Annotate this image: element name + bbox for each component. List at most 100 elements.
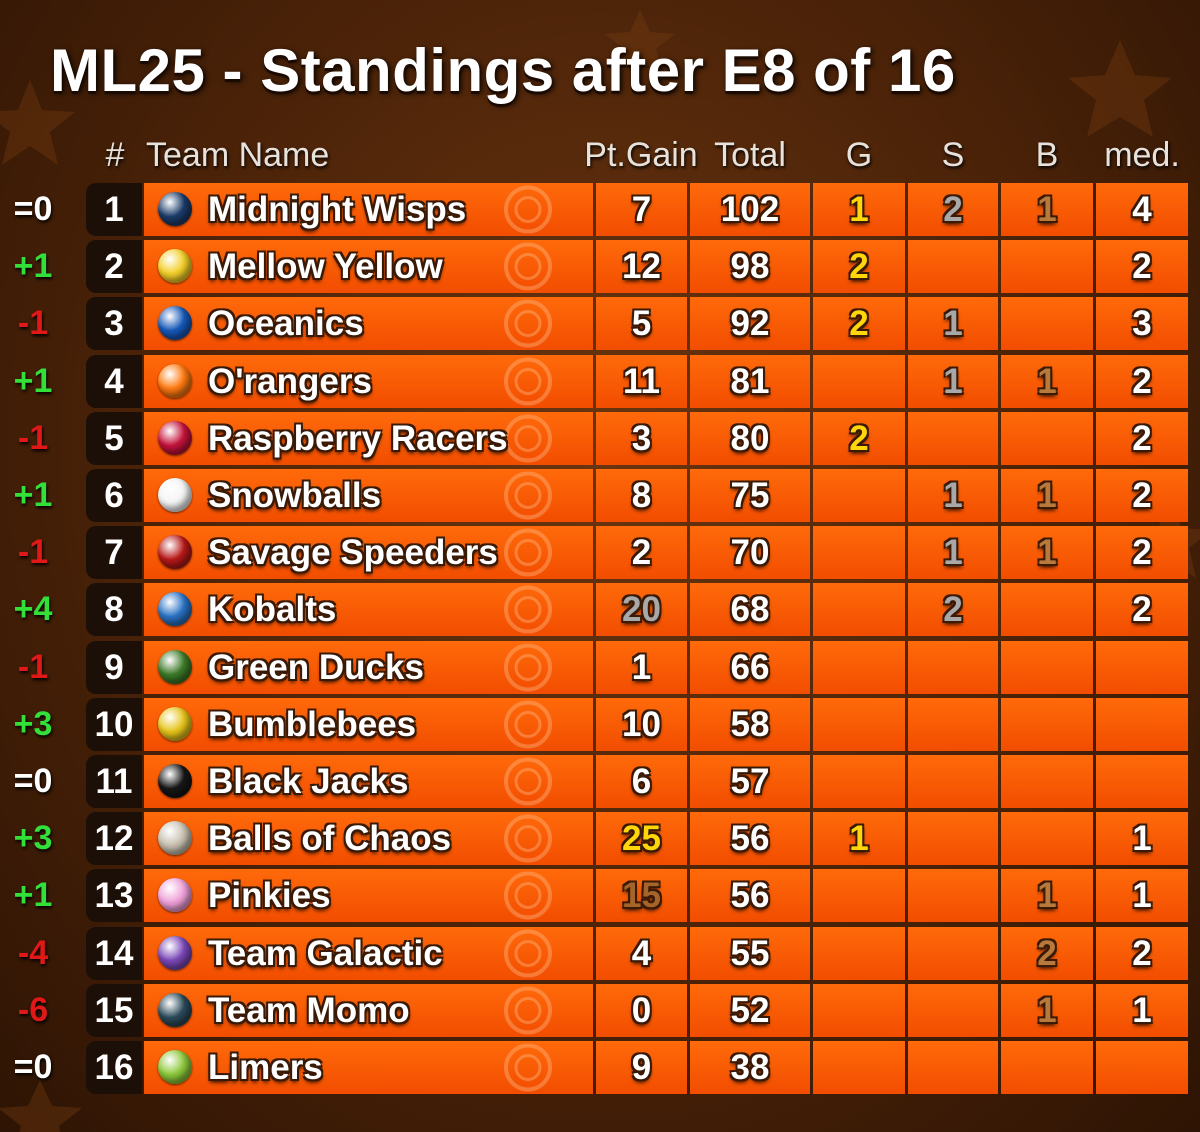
medal-total: 4 — [1132, 190, 1152, 229]
team-crest-icon — [504, 471, 552, 520]
team-marble-icon — [158, 935, 192, 970]
cell-med — [1096, 869, 1188, 923]
silver-count — [908, 411, 998, 466]
cell-name — [144, 640, 593, 694]
rank-number: 6 — [104, 476, 124, 515]
table-row: -6 15 Team Momo 0 52 1 1 — [0, 983, 1200, 1038]
cell-gain — [596, 1041, 687, 1094]
cell-g — [813, 926, 905, 980]
cell-s — [908, 526, 998, 580]
cell-name — [144, 812, 593, 866]
header-total: Total — [714, 136, 786, 174]
team-name: Pinkies — [208, 876, 331, 916]
total-value: 56 — [730, 819, 770, 859]
gold-count — [813, 868, 905, 923]
team-crest-icon — [504, 585, 552, 634]
cell-s — [908, 583, 998, 637]
silver-count — [908, 697, 998, 752]
cell-g — [813, 526, 905, 580]
total-value: 38 — [730, 1048, 770, 1087]
cell-name — [144, 583, 593, 637]
table-row: -1 3 Oceanics 5 92 2 1 3 — [0, 296, 1200, 351]
team-crest-icon — [504, 242, 552, 291]
pt-gain-value: 12 — [622, 247, 661, 287]
cell-b — [1001, 411, 1093, 465]
medal-total: 2 — [1132, 533, 1152, 573]
team-name: Savage Speeders — [208, 533, 498, 573]
rank-number: 15 — [94, 990, 134, 1030]
rank-cell — [86, 1041, 142, 1094]
cell-gain — [596, 583, 687, 637]
medal-total: 2 — [1132, 247, 1152, 287]
table-row: -4 14 Team Galactic 4 55 2 2 — [0, 926, 1200, 981]
cell-b — [1001, 469, 1093, 522]
medal-total: 3 — [1132, 304, 1152, 344]
silver-count — [908, 811, 998, 866]
cell-med — [1096, 755, 1188, 808]
cell-s — [908, 983, 998, 1037]
cell-s — [908, 869, 998, 923]
position-change: +1 — [13, 876, 53, 915]
cell-total — [690, 869, 810, 923]
gold-count: 2 — [849, 304, 869, 344]
cell-g — [813, 469, 905, 522]
total-value: 68 — [730, 590, 770, 630]
cell-total — [690, 469, 810, 522]
total-value: 98 — [730, 247, 770, 287]
page-title: ML25 - Standings after E8 of 16 — [50, 37, 956, 104]
team-marble-icon — [158, 363, 192, 398]
cell-gain — [596, 411, 687, 465]
cell-b — [1001, 354, 1093, 408]
bronze-count — [1001, 754, 1093, 809]
bronze-count — [1001, 811, 1093, 866]
cell-total — [690, 354, 810, 408]
pt-gain-value: 0 — [631, 990, 652, 1030]
bronze-count — [1001, 697, 1093, 752]
medal-total — [1096, 1040, 1188, 1095]
total-value: 58 — [730, 704, 770, 744]
team-marble-icon — [158, 192, 192, 226]
medal-total — [1096, 754, 1188, 809]
team-name: Oceanics — [208, 304, 364, 344]
silver-count — [908, 640, 998, 695]
cell-name — [144, 1041, 593, 1094]
cell-name — [144, 240, 593, 294]
rank-number: 13 — [94, 876, 134, 916]
cell-med — [1096, 469, 1188, 522]
header-medals: med. — [1104, 136, 1180, 174]
rank-cell — [86, 411, 142, 465]
cell-gain — [596, 469, 687, 522]
cell-name — [144, 983, 593, 1037]
header-bronze: B — [1035, 136, 1059, 174]
cell-b — [1001, 926, 1093, 980]
cell-gain — [596, 755, 687, 808]
team-name: Green Ducks — [208, 647, 424, 687]
cell-g — [813, 1041, 905, 1094]
cell-gain — [596, 812, 687, 866]
cell-name — [144, 526, 593, 580]
total-value: 56 — [730, 876, 770, 916]
team-marble-icon — [158, 535, 192, 570]
team-marble-icon — [158, 649, 192, 684]
team-marble-icon — [158, 1050, 192, 1084]
cell-med — [1096, 411, 1188, 465]
team-crest-icon — [504, 986, 552, 1035]
team-crest-icon — [504, 757, 552, 806]
cell-med — [1096, 812, 1188, 866]
cell-s — [908, 640, 998, 694]
cell-name — [144, 869, 593, 923]
cell-med — [1096, 583, 1188, 637]
cell-g — [813, 183, 905, 236]
team-name: Midnight Wisps — [208, 190, 467, 229]
cell-s — [908, 183, 998, 236]
medal-total: 2 — [1132, 418, 1152, 458]
table-row: +4 8 Kobalts 20 68 2 2 — [0, 582, 1200, 637]
table-row: +1 6 Snowballs 8 75 1 1 2 — [0, 468, 1200, 523]
position-change: +4 — [13, 590, 53, 629]
cell-g — [813, 240, 905, 294]
pt-gain-value: 20 — [622, 590, 661, 630]
pt-gain-value: 1 — [631, 647, 652, 687]
cell-g — [813, 812, 905, 866]
gold-count — [813, 754, 905, 809]
team-crest-icon — [504, 871, 552, 920]
